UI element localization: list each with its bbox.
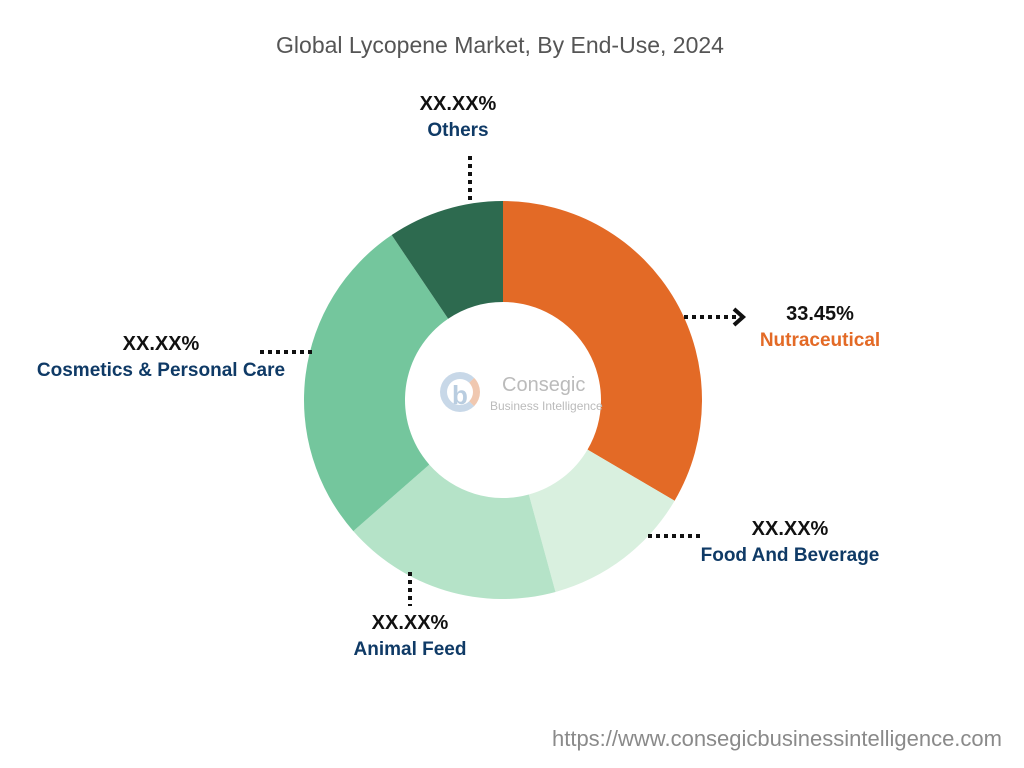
source-url[interactable]: https://www.consegicbusinessintelligence… bbox=[551, 726, 1002, 751]
chart-title: Global Lycopene Market, By End-Use, 2024 bbox=[276, 32, 724, 58]
label-food-and-beverage: XX.XX% Food And Beverage bbox=[690, 518, 890, 567]
data-label: XX.XX% bbox=[751, 518, 829, 540]
slice-others bbox=[391, 201, 503, 319]
category-label: Nutraceutical bbox=[759, 330, 881, 351]
logo-tagline: Business Intelligence bbox=[490, 399, 603, 413]
data-label: XX.XX% bbox=[371, 612, 449, 634]
logo-ring-icon bbox=[440, 372, 480, 412]
category-label: Cosmetics & Personal Care bbox=[36, 360, 286, 381]
logo-name: Consegic bbox=[502, 374, 586, 396]
data-label: XX.XX% bbox=[122, 333, 200, 355]
arrow-head-icon bbox=[732, 307, 747, 327]
label-others: XX.XX% Others bbox=[378, 93, 538, 142]
slice-food-and-beverage bbox=[528, 449, 675, 592]
data-label: XX.XX% bbox=[419, 93, 497, 115]
slice-nutraceutical bbox=[503, 201, 702, 501]
label-cosmetics: XX.XX% Cosmetics & Personal Care bbox=[20, 333, 302, 382]
slice-animal-feed bbox=[353, 464, 556, 599]
category-label: Food And Beverage bbox=[700, 545, 880, 566]
data-label: 33.45% bbox=[786, 303, 854, 325]
consegic-logo: b Consegic Business Intelligence bbox=[440, 372, 610, 422]
slice-cosmetics-personal-care bbox=[303, 235, 449, 532]
label-nutraceutical: 33.45% Nutraceutical bbox=[740, 303, 900, 352]
category-label: Animal Feed bbox=[353, 639, 467, 660]
label-animal-feed: XX.XX% Animal Feed bbox=[330, 612, 490, 661]
category-label: Others bbox=[427, 120, 489, 141]
